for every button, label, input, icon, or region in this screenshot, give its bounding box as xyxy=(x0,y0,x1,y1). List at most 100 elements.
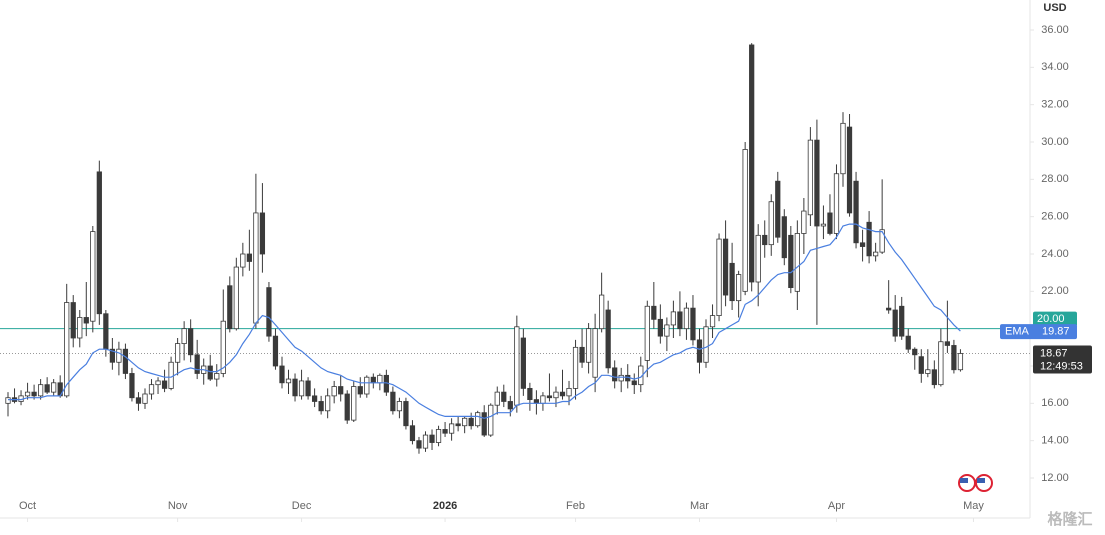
y-tick-label: 24.00 xyxy=(1041,248,1069,260)
candle-body xyxy=(722,238,729,296)
candle-body xyxy=(475,412,481,427)
candle-body xyxy=(696,339,703,363)
candle-body xyxy=(135,397,142,404)
candle-body xyxy=(259,212,266,255)
candle-body xyxy=(194,354,200,374)
level-label: 20.00 xyxy=(1037,313,1065,325)
y-tick-label: 16.00 xyxy=(1041,397,1069,409)
candle-body xyxy=(709,315,716,328)
candle-body xyxy=(409,425,416,442)
candle-body xyxy=(435,429,442,443)
candle-body xyxy=(683,307,690,330)
candle-body xyxy=(31,391,37,397)
candle-body xyxy=(501,391,507,402)
candle-body xyxy=(859,242,866,247)
candle-body xyxy=(253,212,259,324)
candle-body xyxy=(142,393,148,404)
candle-body xyxy=(664,324,670,337)
x-tick-label: Feb xyxy=(566,500,585,512)
candle-body xyxy=(912,348,918,356)
candle-body xyxy=(716,238,722,316)
candle-body xyxy=(5,397,11,404)
ema-tag xyxy=(1000,324,1077,340)
candle-body xyxy=(801,210,807,234)
y-tick-label: 32.00 xyxy=(1041,99,1069,111)
candle-body xyxy=(507,401,513,410)
candle-body xyxy=(279,365,285,384)
watermark: 格隆汇 xyxy=(1047,510,1092,528)
candle-body xyxy=(768,201,774,246)
candle-body xyxy=(155,380,161,386)
candle-body xyxy=(814,139,820,227)
candle-body xyxy=(285,378,292,384)
candle-body xyxy=(468,417,474,427)
candle-body xyxy=(951,345,957,371)
candle-body xyxy=(429,434,435,443)
candle-body xyxy=(83,317,89,324)
x-tick-label: Dec xyxy=(292,500,312,512)
candle-body xyxy=(566,387,572,397)
candle-body xyxy=(233,266,239,330)
candle-body xyxy=(938,341,944,386)
candle-body xyxy=(599,294,605,330)
candle-body xyxy=(592,328,598,378)
candles xyxy=(5,43,964,454)
candle-body xyxy=(925,369,931,374)
candle-body xyxy=(403,401,409,427)
candle-body xyxy=(585,328,592,363)
candle-body xyxy=(174,343,181,363)
x-tick-label: Apr xyxy=(828,500,845,512)
candle-body xyxy=(651,305,657,320)
candle-body xyxy=(931,369,937,386)
candle-body xyxy=(944,341,951,346)
x-tick-label: Mar xyxy=(690,500,709,512)
candle-body xyxy=(90,231,96,322)
flag-icons xyxy=(958,474,993,492)
candle-body xyxy=(553,391,559,399)
candle-body xyxy=(899,305,905,337)
candle-body xyxy=(24,391,31,397)
candle-body xyxy=(51,382,57,393)
candle-body xyxy=(644,305,650,361)
candle-body xyxy=(853,180,859,244)
y-tick-label: 34.00 xyxy=(1041,61,1069,73)
candle-body xyxy=(514,326,520,406)
candle-body xyxy=(827,212,833,234)
ema-name: EMA xyxy=(1005,325,1030,337)
candle-body xyxy=(729,262,735,302)
candle-body xyxy=(612,367,618,382)
last-price-label: 18.67 xyxy=(1040,347,1068,359)
candle-body xyxy=(416,440,422,449)
candle-body xyxy=(448,423,455,434)
candle-body xyxy=(657,318,663,337)
y-tick-label: 26.00 xyxy=(1041,211,1069,223)
candle-body xyxy=(331,386,337,397)
candle-body xyxy=(396,401,403,412)
candle-body xyxy=(879,229,885,253)
candle-body xyxy=(618,374,624,382)
candle-body xyxy=(918,356,924,374)
candle-body xyxy=(605,309,611,369)
candle-body xyxy=(846,126,853,214)
ema-value: 19.87 xyxy=(1042,325,1070,337)
candle-body xyxy=(351,386,357,421)
candle-body xyxy=(364,376,370,395)
candle-body xyxy=(742,149,748,292)
candle-body xyxy=(670,311,677,326)
candle-body xyxy=(762,234,768,246)
candle-body xyxy=(579,346,585,363)
candle-body xyxy=(325,395,331,412)
candle-body xyxy=(377,374,383,384)
candle-body xyxy=(442,429,448,434)
x-tick-label: 2026 xyxy=(433,500,457,512)
candle-body xyxy=(207,365,213,380)
countdown: 12:49:53 xyxy=(1040,360,1083,372)
candle-body xyxy=(109,348,115,363)
x-tick-label: Nov xyxy=(168,500,188,512)
candle-body xyxy=(873,251,879,257)
y-tick-label: 12.00 xyxy=(1041,472,1069,484)
candle-body xyxy=(631,380,637,386)
candle-body xyxy=(390,391,396,412)
candle-body xyxy=(488,404,494,436)
